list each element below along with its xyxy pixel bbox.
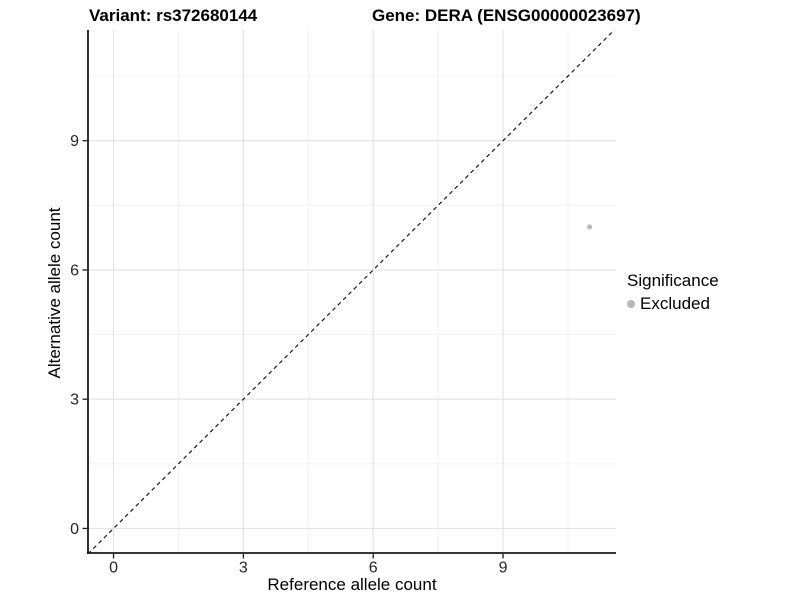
legend-title: Significance [627, 271, 719, 290]
svg-text:3: 3 [239, 560, 248, 577]
svg-text:3: 3 [70, 392, 79, 409]
gene-title: Gene: DERA (ENSG00000023697) [372, 6, 641, 25]
legend-item-excluded: Excluded [627, 294, 719, 314]
svg-text:9: 9 [70, 133, 79, 150]
legend-point-icon [627, 300, 635, 308]
svg-text:9: 9 [499, 560, 508, 577]
legend-item-label: Excluded [640, 294, 710, 313]
y-axis-title: Alternative allele count [45, 207, 64, 379]
variant-title: Variant: rs372680144 [89, 6, 258, 25]
svg-text:6: 6 [70, 262, 79, 279]
svg-text:0: 0 [70, 521, 79, 538]
svg-text:6: 6 [369, 560, 378, 577]
legend: Significance Excluded [627, 271, 719, 314]
x-axis-title: Reference allele count [267, 575, 437, 594]
svg-text:0: 0 [109, 560, 118, 577]
